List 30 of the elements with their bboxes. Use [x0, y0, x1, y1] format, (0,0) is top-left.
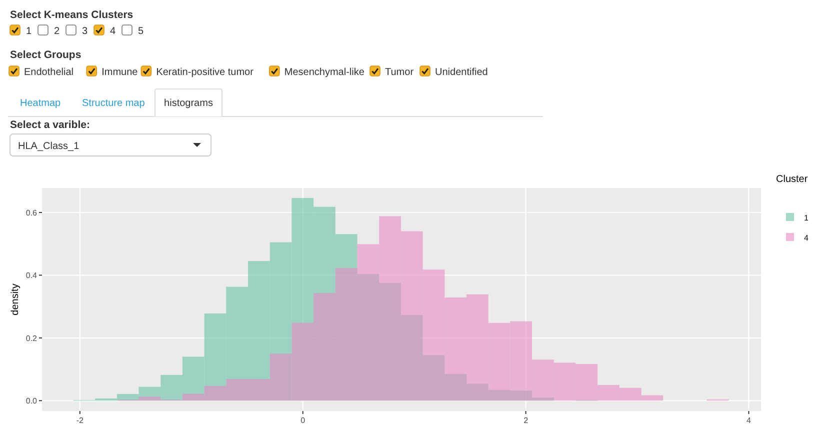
text: Tumor	[385, 67, 414, 78]
text: Select Groups	[10, 49, 82, 61]
text: Select a varible:	[10, 119, 90, 131]
x-tick-label: 2	[524, 416, 529, 425]
text: histograms	[164, 98, 213, 109]
text: Structure map	[82, 98, 146, 109]
y-tick-label: 0.6	[26, 208, 38, 218]
x-tick-label: 4	[746, 416, 752, 425]
text: Mesenchymal-like	[284, 67, 365, 78]
legend-label: 4	[804, 234, 809, 242]
text: 2	[54, 26, 60, 37]
text: 1	[26, 26, 32, 37]
y-tick-label: 0.0	[26, 396, 38, 406]
y-tick-label: 0.4	[26, 271, 38, 280]
text: Heatmap	[20, 98, 62, 109]
text: HLA_Class_1	[18, 141, 80, 152]
text: 4	[110, 26, 116, 37]
legend-title: Cluster	[776, 174, 808, 185]
x-tick-label: -2	[76, 416, 84, 425]
text: 3	[82, 26, 88, 37]
text: Endothelial	[24, 67, 74, 78]
legend-label: 1	[804, 214, 809, 222]
y-axis-title: density	[10, 284, 21, 316]
y-tick-label: 0.2	[26, 334, 38, 343]
text: Unidentified	[435, 67, 488, 78]
text: Immune	[102, 67, 138, 78]
x-tick-label: 0	[300, 416, 306, 425]
text: 5	[138, 26, 144, 37]
text: Keratin-positive tumor	[156, 67, 254, 78]
text: Select K-means Clusters	[10, 9, 134, 21]
